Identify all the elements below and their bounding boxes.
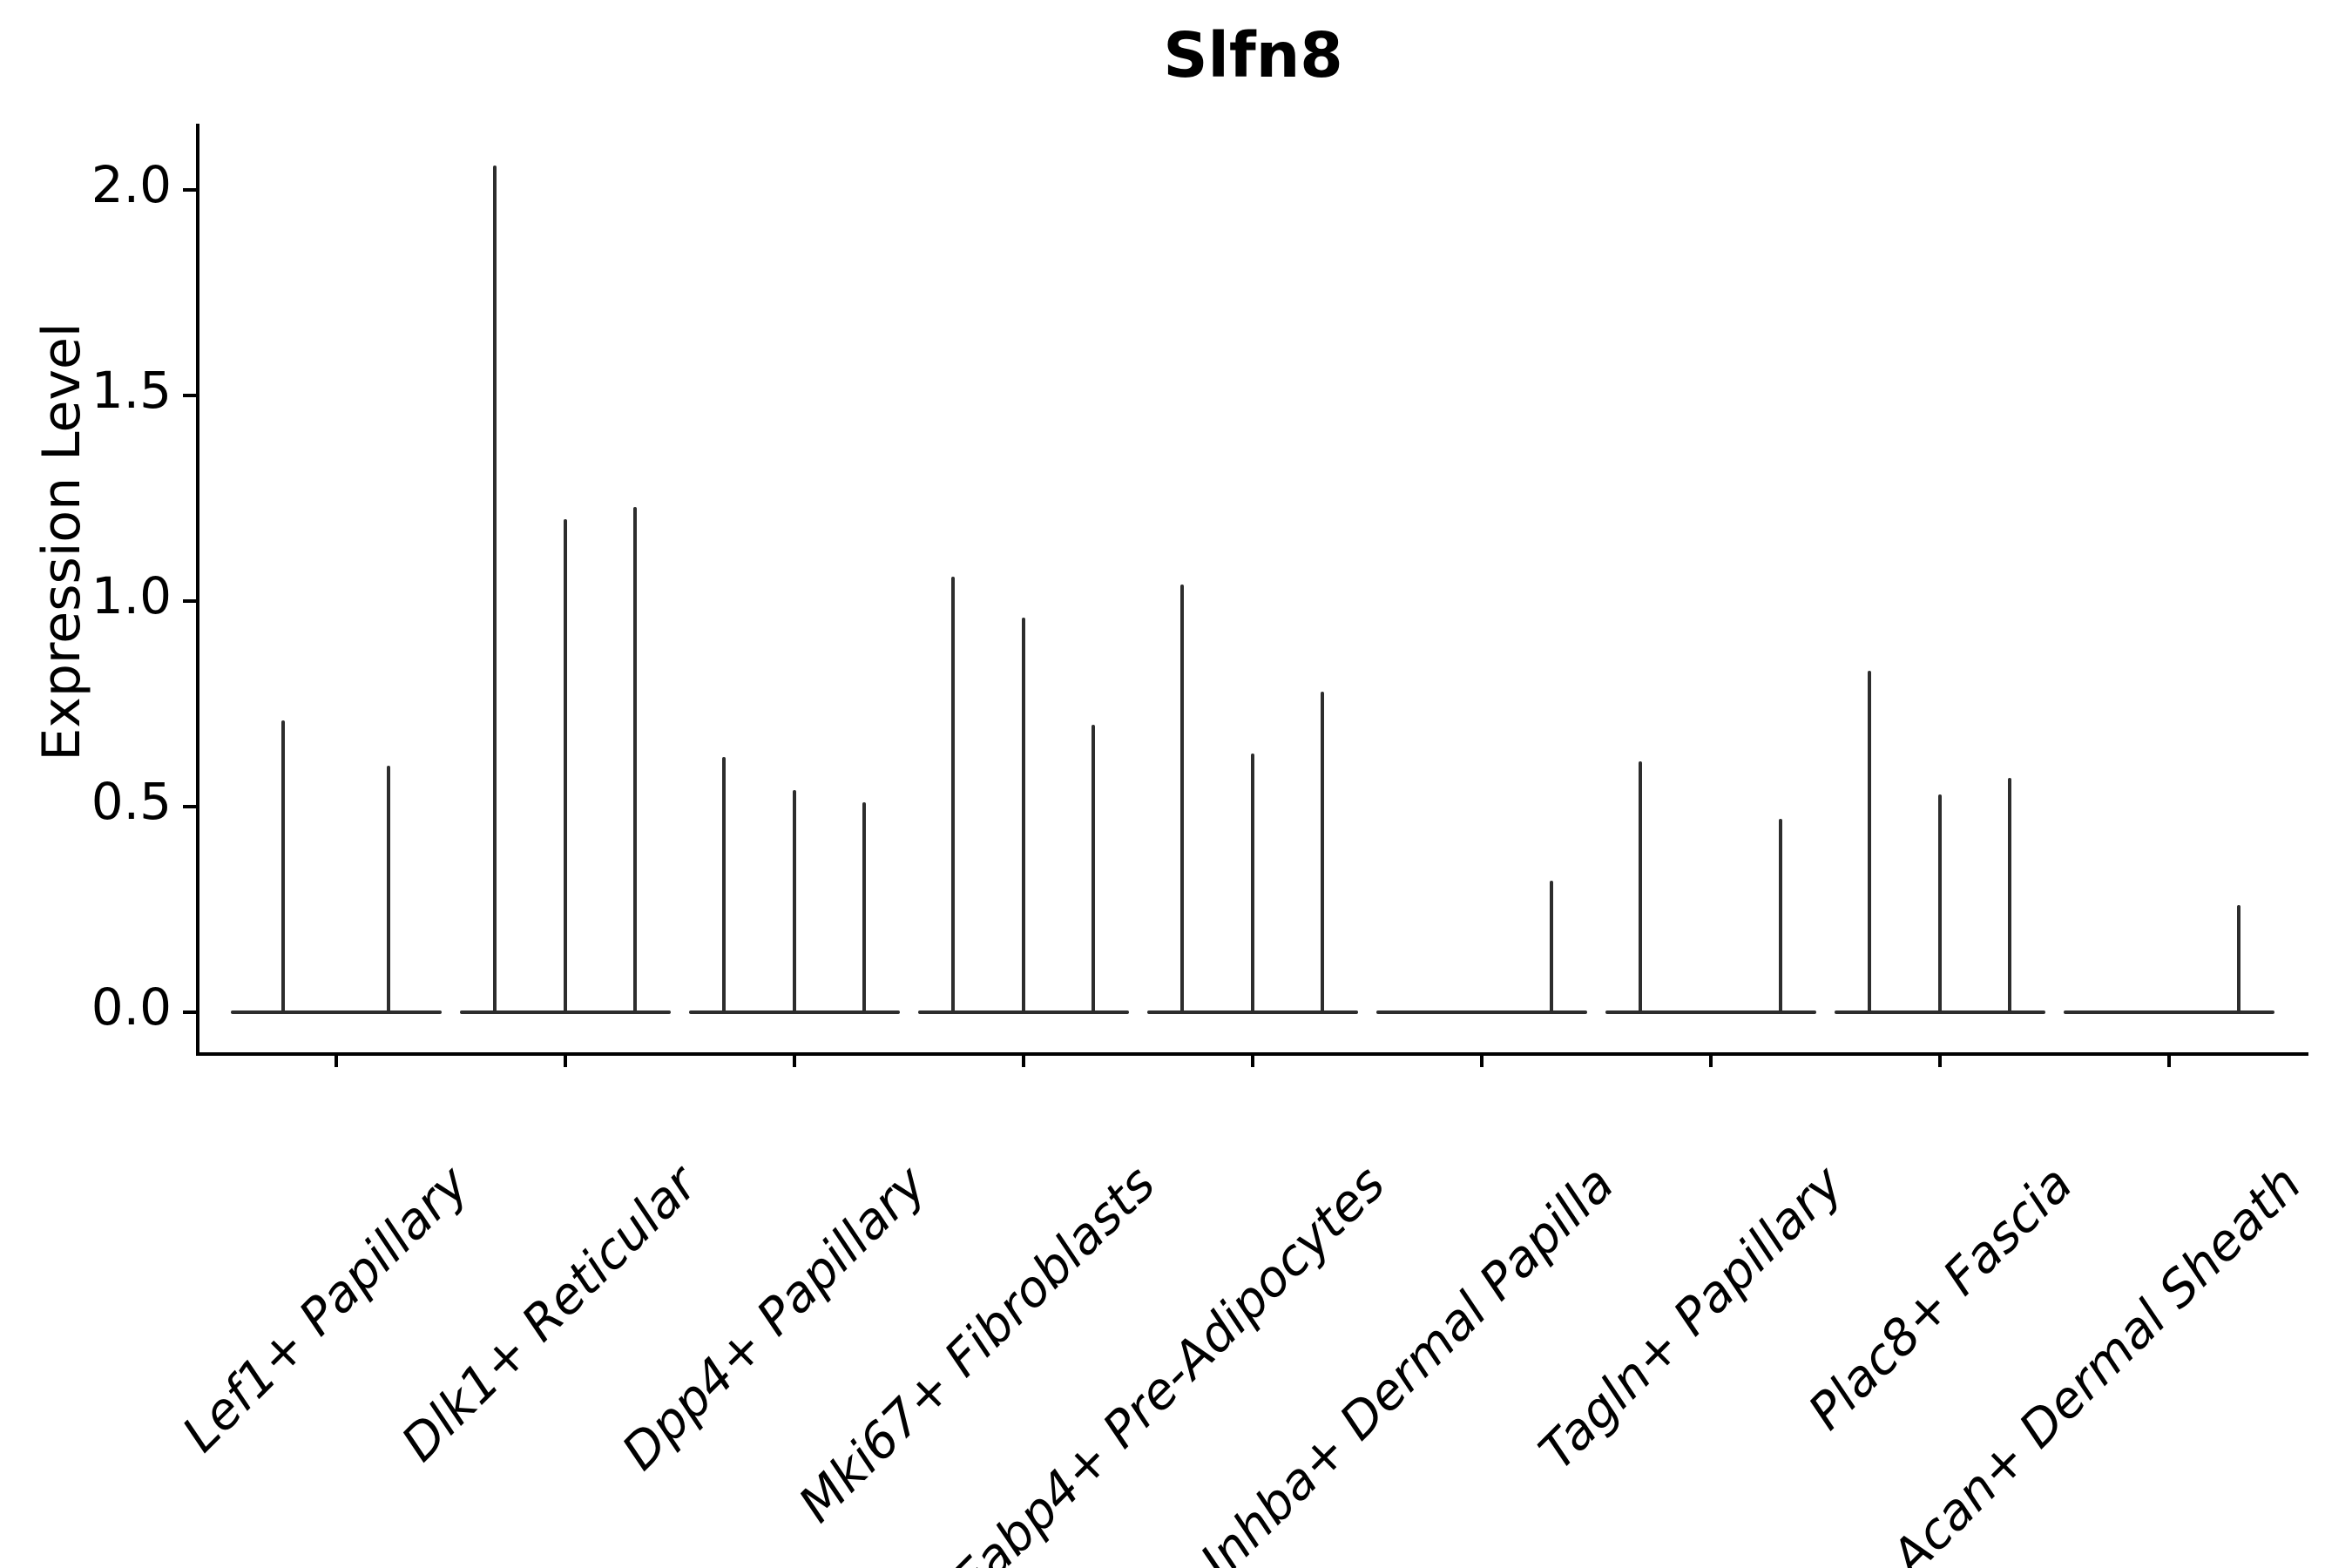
violin-spike — [862, 802, 867, 1014]
y-tick — [183, 599, 196, 603]
x-tick — [334, 1056, 338, 1067]
violin-spike — [792, 789, 796, 1014]
x-tick-label: Inhba+ Dermal Papilla — [1189, 1155, 1625, 1568]
violin-spike — [563, 518, 567, 1014]
y-tick-label: 2.0 — [91, 155, 172, 215]
y-tick-label: 0.0 — [91, 977, 172, 1037]
violin-spike — [1321, 691, 1325, 1014]
violin-spike — [1550, 880, 1554, 1014]
x-tick — [1021, 1056, 1025, 1067]
x-tick-label: Fabp4+ Pre-Adipocytes — [942, 1155, 1396, 1568]
violin-spike — [722, 757, 727, 1014]
violin-spike — [1250, 753, 1254, 1014]
violin-spike — [281, 720, 286, 1014]
x-tick — [563, 1056, 567, 1067]
y-tick-label: 1.0 — [91, 566, 172, 625]
chart-title: Slfn8 — [1163, 19, 1343, 91]
violin-baseline — [2063, 1010, 2274, 1014]
violin-baseline — [230, 1010, 442, 1014]
violin-baseline — [1375, 1010, 1587, 1014]
violin-spike — [1937, 794, 1942, 1014]
violin-spike — [1779, 819, 1783, 1014]
violin-spike — [2008, 777, 2012, 1014]
y-tick-label: 1.5 — [91, 361, 172, 421]
x-tick — [2166, 1056, 2171, 1067]
y-tick — [183, 1010, 196, 1014]
y-tick — [183, 804, 196, 808]
y-tick — [183, 394, 196, 398]
violin-spike — [1868, 671, 1872, 1014]
x-tick — [1250, 1056, 1254, 1067]
violin-spike — [1180, 585, 1185, 1014]
violin-spike — [951, 576, 956, 1014]
violin-spike — [493, 165, 497, 1014]
y-tick-label: 0.5 — [91, 771, 172, 831]
violin-spike — [1092, 724, 1096, 1014]
violin-spike — [1639, 760, 1643, 1014]
violin-baseline — [1605, 1010, 1816, 1014]
x-tick — [1479, 1056, 1484, 1067]
x-tick — [792, 1056, 796, 1067]
violin-spike — [1021, 617, 1025, 1014]
violin-spike — [387, 765, 391, 1014]
x-axis-spine — [196, 1052, 2308, 1056]
y-axis-spine — [196, 124, 199, 1056]
x-tick — [1708, 1056, 1713, 1067]
x-tick — [1937, 1056, 1942, 1067]
x-tick-label: Acan+ Dermal Sheath — [1880, 1155, 2313, 1568]
y-tick — [183, 188, 196, 193]
violin-spike — [633, 506, 638, 1014]
violin-spike — [2237, 905, 2241, 1014]
